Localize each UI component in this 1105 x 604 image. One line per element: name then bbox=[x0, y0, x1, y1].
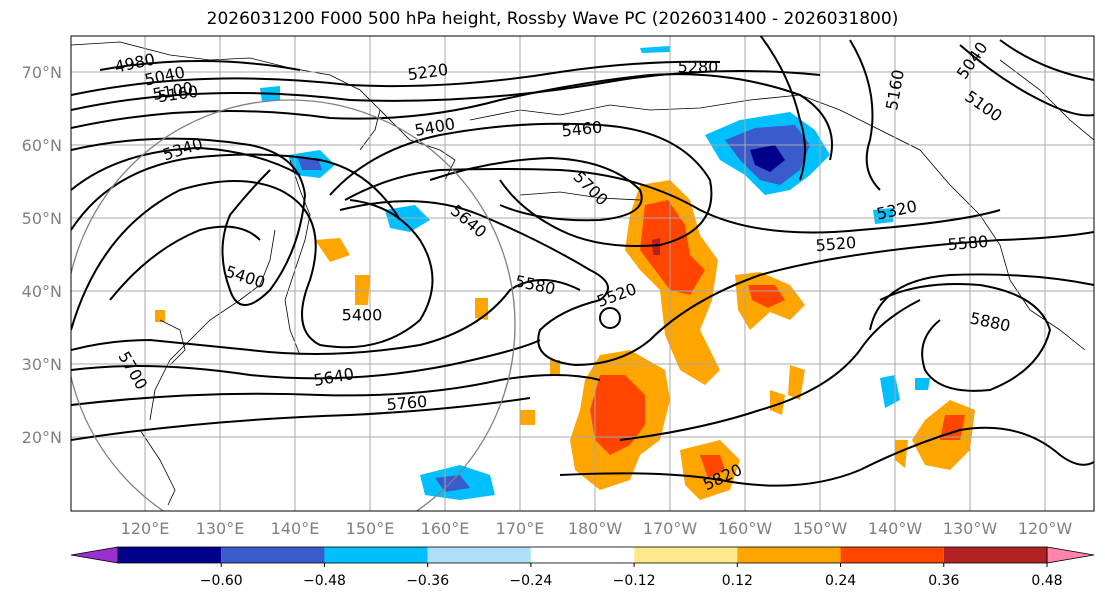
lon-label: 150°W bbox=[793, 519, 848, 538]
colorbar-segment bbox=[943, 547, 1047, 563]
lon-label: 160°W bbox=[718, 519, 773, 538]
lon-label: 140°W bbox=[868, 519, 923, 538]
colorbar-tick-label: −0.12 bbox=[613, 573, 656, 589]
lon-label: 130°E bbox=[196, 519, 245, 538]
lon-label: 170°E bbox=[496, 519, 545, 538]
colorbar-extend-high bbox=[1046, 546, 1095, 564]
colorbar-segment bbox=[221, 547, 325, 563]
lat-label: 70°N bbox=[22, 63, 62, 82]
lon-label: 120°W bbox=[1018, 519, 1073, 538]
lon-label: 180°W bbox=[568, 519, 623, 538]
contour-label: 5460 bbox=[561, 117, 603, 140]
contour-label: 5520 bbox=[815, 233, 857, 255]
reference-circle bbox=[71, 99, 516, 511]
lon-label: 150°E bbox=[346, 519, 395, 538]
lat-label: 30°N bbox=[22, 355, 62, 374]
contour-label: 5580 bbox=[947, 232, 989, 254]
colorbar-segment bbox=[324, 547, 428, 563]
lon-label: 170°W bbox=[643, 519, 698, 538]
contour-label: 5280 bbox=[678, 58, 719, 77]
longitude-labels: 120°E 130°E 140°E 150°E 160°E 170°E 180°W 170°W… bbox=[121, 519, 1073, 538]
lat-label: 60°N bbox=[22, 136, 62, 155]
lat-label: 50°N bbox=[22, 209, 62, 228]
colorbar: −0.60 −0.48 −0.36 −0.24 −0.12 0.12 0.24 0.36 0.4… bbox=[70, 546, 1095, 589]
colorbar-tick-label: −0.60 bbox=[200, 573, 243, 589]
lon-label: 140°E bbox=[271, 519, 320, 538]
colorbar-extend-low bbox=[70, 546, 119, 564]
lat-label: 20°N bbox=[22, 428, 62, 447]
colorbar-tick-label: −0.48 bbox=[303, 573, 346, 589]
colorbar-segment bbox=[427, 547, 531, 563]
colorbar-segment bbox=[634, 547, 738, 563]
colorbar-segment bbox=[530, 547, 635, 563]
contour-label: 5400 bbox=[342, 306, 383, 325]
latitude-labels: 70°N 60°N 50°N 40°N 30°N 20°N bbox=[22, 63, 62, 447]
height-contours bbox=[71, 36, 1094, 487]
colorbar-tick-label: 0.48 bbox=[1031, 573, 1062, 589]
colorbar-frame bbox=[117, 546, 1048, 564]
colorbar-tick-label: −0.24 bbox=[509, 573, 552, 589]
colorbar-segment bbox=[840, 547, 944, 563]
lon-label: 160°E bbox=[421, 519, 470, 538]
colorbar-segment bbox=[737, 547, 841, 563]
lon-label: 120°E bbox=[121, 519, 170, 538]
colorbar-tick-label: 0.12 bbox=[722, 573, 753, 589]
colorbar-tick-label: 0.24 bbox=[825, 573, 856, 589]
contour-label: 5760 bbox=[386, 392, 428, 414]
colorbar-segment bbox=[118, 547, 222, 563]
lon-label: 130°W bbox=[943, 519, 998, 538]
map-frame bbox=[70, 35, 1095, 512]
colorbar-tick-label: 0.36 bbox=[928, 573, 959, 589]
colorbar-tick-label: −0.36 bbox=[406, 573, 449, 589]
map-title: 2026031200 F000 500 hPa height, Rossby W… bbox=[206, 9, 899, 29]
lat-label: 40°N bbox=[22, 282, 62, 301]
